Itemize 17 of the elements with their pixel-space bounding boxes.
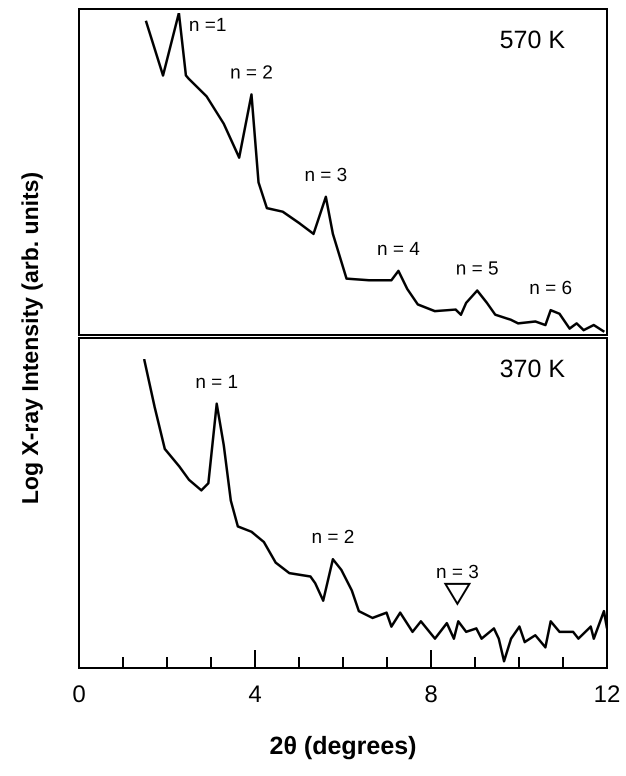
annotation: n = 5 xyxy=(456,258,499,280)
x-tick-label: 4 xyxy=(248,681,262,708)
annotation: n = 3 xyxy=(436,562,479,583)
annotation: n = 3 xyxy=(304,164,348,186)
annotation: n = 2 xyxy=(230,62,273,84)
annotation: n = 1 xyxy=(195,372,238,393)
chart-title: 370 K xyxy=(500,355,566,383)
text: 570 K xyxy=(500,26,566,54)
annotation: n = 2 xyxy=(311,527,354,548)
annotation: n = 6 xyxy=(529,278,572,300)
annotation: n =1 xyxy=(188,15,226,36)
y-axis-title: Log X-ray Intensity (arb. units) xyxy=(17,172,43,504)
x-tick-label: 8 xyxy=(424,681,438,708)
x-axis-title: 2θ (degrees) xyxy=(270,732,416,760)
x-tick-label: 12 xyxy=(594,681,620,708)
annotation: n = 4 xyxy=(377,238,420,260)
x-tick-label: 0 xyxy=(72,681,86,708)
